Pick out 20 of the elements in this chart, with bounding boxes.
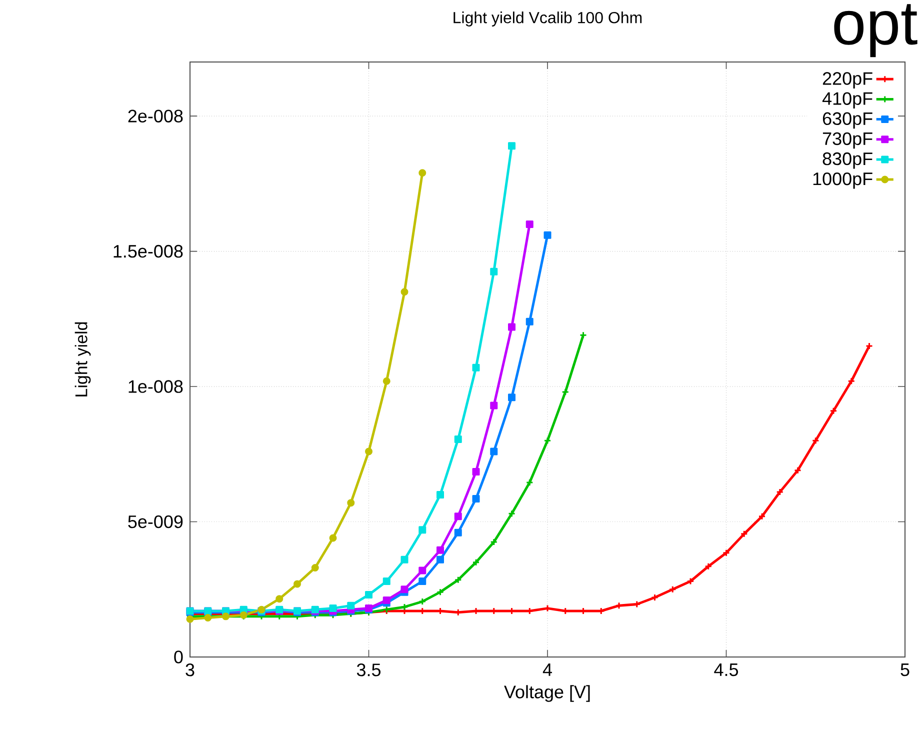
x-tick-label: 4 [542,664,552,676]
legend-label: 830pF [822,152,872,169]
legend-label: 730pF [822,132,872,149]
y-tick-label: 1.5e-008 [114,244,183,258]
chart-title: Light yield Vcalib 100 Ohm [454,12,642,26]
legend-label: 630pF [822,112,872,129]
x-axis-title: Voltage [V] [504,685,590,702]
x-tick-label: 3 [186,664,194,676]
text: opt [834,4,918,58]
y-tick-label: 5e-009 [128,515,183,528]
y-tick-label: 2e-008 [128,110,183,122]
x-tick-label: 5 [900,664,910,676]
legend-label: 410pF [822,92,872,109]
y-tick-label: 1e-008 [128,380,183,393]
y-tick-label: 0 [174,650,183,664]
y-axis-title: Light yield [74,322,91,396]
legend-label: 220pF [822,72,872,88]
legend-label: 1000pF [813,172,872,189]
x-tick-label: 4.5 [714,664,738,676]
x-tick-label: 3.5 [356,664,381,676]
